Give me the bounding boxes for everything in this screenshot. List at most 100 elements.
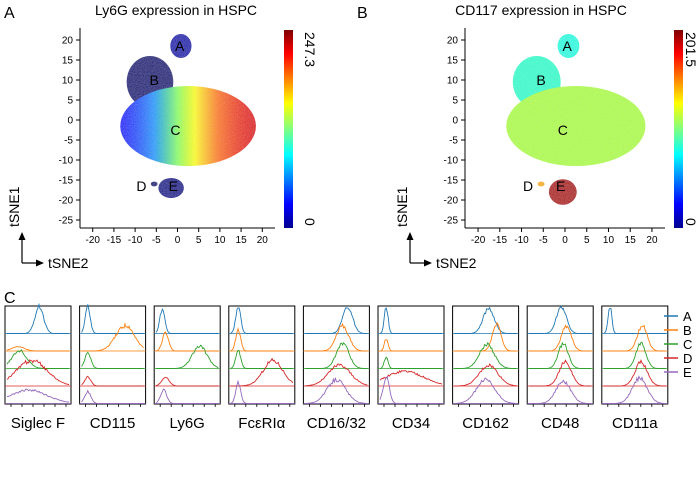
cluster-label-a: A [563,38,573,54]
cluster-blob-a [170,34,192,58]
histogram-frame [4,305,72,405]
marker-label: FcεRIα [238,415,285,432]
histogram-trace [529,359,592,387]
y-tick-label: 5 [452,96,458,107]
histogram-trace [603,375,666,404]
y-tick-label: -25 [444,216,459,227]
cluster-blob-e [548,179,577,205]
cluster-blob-e [158,178,184,198]
histogram-trace [81,389,144,404]
histogram-frame [601,305,669,405]
histogram-trace [379,307,442,334]
histogram-trace [230,350,293,369]
legend-entry: E [664,365,692,380]
colorbar-b-max: 201.5 [683,32,699,67]
histogram-trace [529,341,592,369]
legend-label: C [683,337,692,352]
marker-label: CD48 [541,415,579,432]
cluster-blob-d [537,181,545,187]
histogram-trace [379,339,442,352]
histogram-column-ly6g: Ly6G [153,305,221,432]
histogram-column-cd16-32: CD16/32 [302,305,370,432]
legend-label: E [683,365,692,380]
histogram-frame [79,305,147,405]
histogram-column-cd48: CD48 [526,305,594,432]
cluster-label-d: D [136,178,146,194]
histogram-trace [379,356,442,369]
histogram-trace [529,379,592,404]
histogram-trace [454,363,517,387]
x-tick-label: 15 [625,235,637,246]
legend-label: D [683,351,692,366]
y-tick-label: 0 [67,116,73,127]
histogram-trace [6,346,69,352]
x-tick-label: -20 [471,235,486,246]
y-tick-label: 10 [447,76,459,87]
histogram-trace [156,331,219,352]
histogram-trace [603,358,666,387]
marker-label: CD115 [90,415,136,432]
histogram-trace [81,351,144,369]
colorbar-b [674,30,683,228]
x-tick-label: -20 [85,235,100,246]
x-tick-label: -10 [128,235,143,246]
legend-entry: C [664,337,692,352]
x-axis-label-b: tSNE2 [436,255,477,271]
histogram-trace [454,306,517,334]
x-tick-label: 20 [646,235,658,246]
histogram-frame [452,305,520,405]
cluster-label-e: E [556,178,565,194]
cluster-label-d: D [523,178,533,194]
y-tick-label: 0 [452,116,458,127]
x-tick-label: 15 [236,235,248,246]
histogram-trace [6,359,70,385]
marker-label: Ly6G [170,415,205,432]
tsne-plot-a: 20 15 10 5 0 -5 -10 -15 -20 -25 -20 -15 -10 -5 0 5 10 15 2… [59,28,275,246]
histogram-trace [529,305,592,334]
y-tick-label: 20 [62,36,74,47]
marker-label: CD34 [392,415,430,432]
y-axis-label-a: tSNE1 [6,186,22,227]
histogram-trace [305,322,368,352]
histogram-trace [305,341,368,369]
histogram-grid: Siglec F CD115 Ly6G FcεRIα CD16/32 CD34 CD162 C… [4,302,669,432]
x-tick-label: -15 [107,235,122,246]
histogram-column-cd11a: CD11a [601,305,669,432]
histogram-trace [379,375,442,404]
colorbar-a-max: 247.3 [302,32,318,67]
y-tick-label: -20 [444,196,459,207]
y-tick-label: -10 [59,156,74,167]
legend-label: B [683,323,692,338]
y-tick-label: -15 [59,176,74,187]
y-tick-label: -20 [59,196,74,207]
y-tick-label: 10 [62,76,74,87]
y-tick-label: -10 [444,156,459,167]
histogram-trace [603,308,666,334]
histogram-column-cd162: CD162 [452,305,520,432]
histogram-frame [526,305,594,405]
panel-label-b: B [357,5,368,22]
legend-label: A [683,309,692,324]
histogram-trace [603,324,666,352]
histogram-column-fc-ri-: FcεRIα [228,305,296,432]
panel-b: B CD117 expression in HSPC 20 15 10 5 0 -5 -10… [357,2,699,271]
histogram-column-siglec-f: Siglec F [4,302,72,432]
histogram-frame [228,305,296,405]
panel-a-title: Ly6G expression in HSPC [95,2,257,18]
cluster-label-c: C [170,122,180,138]
histogram-frame [302,305,370,405]
y-axis-label-b: tSNE1 [394,186,410,227]
histogram-trace [155,308,219,334]
histogram-trace [454,377,517,404]
panel-label-c: C [4,290,16,307]
y-tick-label: -25 [59,216,74,227]
histogram-trace [230,379,293,404]
histogram-trace [230,327,293,352]
colorbar-a [284,30,293,228]
x-axis-label-a: tSNE2 [48,255,89,271]
histogram-frame [377,305,445,405]
x-tick-label: 10 [603,235,615,246]
y-tick-label: 20 [447,36,459,47]
x-tick-label: 0 [175,235,181,246]
